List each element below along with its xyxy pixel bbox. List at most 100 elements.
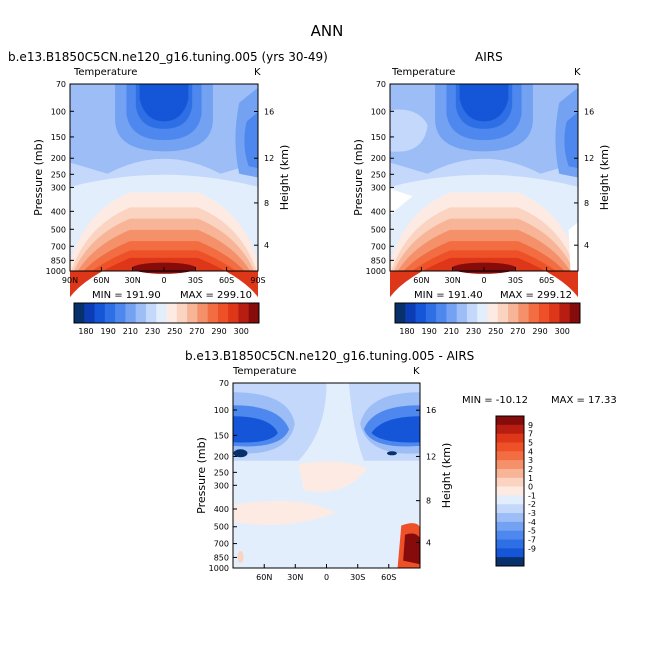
colorbar-3-label: 2	[528, 465, 533, 474]
colorbar-1-box	[166, 303, 178, 323]
missing-data-region	[390, 188, 413, 215]
colorbar-1-box	[217, 303, 229, 323]
pressure-tick-label: 250	[51, 170, 66, 179]
colorbar-3-label: 3	[528, 456, 533, 465]
colorbar-2-label: 210	[444, 327, 459, 336]
pressure-tick-label: 400	[214, 505, 229, 514]
colorbar-3-box	[496, 504, 524, 514]
pressure-tick-label: 300	[214, 481, 229, 490]
field-band	[244, 112, 258, 169]
height-tick-label: 8	[584, 199, 589, 208]
colorbar-3-box	[496, 477, 524, 488]
height-tick-label: 16	[584, 107, 594, 116]
colorbar-2-label: 190	[422, 327, 437, 336]
pressure-tick-label: 100	[214, 406, 229, 415]
colorbar-1-box	[135, 303, 147, 323]
panel-2-min: MIN = 191.40	[414, 290, 483, 301]
panel-2-variable: Temperature	[392, 67, 456, 78]
colorbar-2-label: 290	[532, 327, 547, 336]
missing-data-region	[568, 222, 578, 271]
colorbar-1-box	[84, 303, 96, 323]
panel-1-caption: b.e13.B1850C5CN.ne120_g16.tuning.005 (yr…	[8, 50, 328, 64]
colorbar-2-label: 270	[510, 327, 525, 336]
pressure-tick-label: 700	[214, 540, 229, 549]
pressure-tick-label: 1000	[209, 564, 229, 573]
panel-3-units: K	[413, 366, 420, 377]
field-band	[390, 250, 578, 294]
pressure-tick-label: 70	[376, 80, 386, 89]
colorbar-2-box	[508, 303, 519, 323]
colorbar-2-box	[477, 303, 488, 323]
panel-3-variable: Temperature	[233, 366, 297, 377]
colorbar-2-box	[425, 303, 437, 323]
pressure-tick-label: 70	[219, 379, 229, 388]
colorbar-1-box	[238, 303, 250, 323]
height-tick-label: 12	[584, 154, 594, 163]
field-band	[70, 257, 258, 298]
pressure-tick-label: 500	[371, 225, 386, 234]
colorbar-2-box	[395, 303, 406, 323]
colorbar-1-box	[94, 303, 106, 323]
colorbar-1-box	[187, 303, 198, 323]
colorbar-1-frame	[73, 302, 260, 324]
colorbar-3-box	[496, 424, 524, 435]
colorbar-1-label: 290	[211, 327, 226, 336]
panel-3-contour-field	[233, 383, 420, 568]
pressure-tick-label: 500	[214, 523, 229, 532]
colorbar-1-box	[248, 303, 260, 323]
figure-title: ANN	[310, 22, 344, 40]
field-band	[371, 416, 420, 443]
height-tick-label: 12	[264, 154, 274, 163]
colorbar-1-box	[125, 303, 137, 323]
pressure-tick-label: 150	[51, 133, 66, 142]
pressure-tick-label: 150	[214, 431, 229, 440]
panel-3-ylabel: Pressure (mb)	[195, 437, 208, 514]
colorbar-1-box	[156, 303, 167, 323]
colorbar-2-box	[497, 303, 509, 323]
panel-1-variable: Temperature	[74, 67, 138, 78]
colorbar-1-box	[176, 303, 188, 323]
panel-3-caption: b.e13.B1850C5CN.ne120_g16.tuning.005 - A…	[185, 349, 475, 363]
colorbar-3-box	[496, 451, 524, 461]
height-tick-label: 8	[426, 497, 431, 506]
latitude-tick-label: 90S	[250, 276, 265, 285]
field-band	[233, 416, 278, 443]
colorbar-1-label: 190	[101, 327, 116, 336]
latitude-tick-label: 30N	[287, 573, 303, 582]
height-tick-label: 16	[426, 406, 436, 415]
colorbar-1-box	[207, 303, 219, 323]
pressure-tick-label: 500	[51, 225, 66, 234]
latitude-tick-label: 30S	[188, 276, 203, 285]
colorbar-2-label: 230	[466, 327, 481, 336]
colorbar-2-frame	[394, 302, 581, 324]
latitude-tick-label: 90N	[62, 276, 78, 285]
pressure-tick-label: 1000	[46, 267, 66, 276]
colorbar-1-box	[74, 303, 85, 323]
colorbar-2-box	[569, 303, 581, 323]
panel-2-contour-field	[390, 84, 578, 298]
field-band	[233, 500, 336, 525]
colorbar-3-box	[496, 548, 524, 558]
colorbar-3-label: -9	[528, 544, 536, 553]
colorbar-3-label: -7	[528, 536, 536, 545]
colorbar-1-label: 180	[78, 327, 93, 336]
pressure-tick-label: 100	[51, 107, 66, 116]
panel-3-max: MAX = 17.33	[551, 395, 617, 406]
colorbar-2-box	[415, 303, 427, 323]
latitude-tick-label: 60S	[219, 276, 234, 285]
colorbar-2-box	[456, 303, 468, 323]
panel-2-units: K	[574, 67, 581, 78]
colorbar-3-label: -2	[528, 500, 536, 509]
colorbar-2-box	[538, 303, 550, 323]
field-band	[237, 550, 244, 563]
colorbar-3-box	[496, 513, 524, 523]
height-tick-label: 4	[264, 241, 269, 250]
pressure-tick-label: 850	[51, 256, 66, 265]
panel-2-max: MAX = 299.12	[500, 290, 573, 301]
panel-2-y2label: Height (km)	[598, 145, 611, 211]
pressure-tick-label: 700	[371, 242, 386, 251]
pressure-tick-label: 200	[214, 452, 229, 461]
colorbar-3-label: 9	[528, 421, 533, 430]
colorbar-2-box	[528, 303, 540, 323]
panel-3-y2label: Height (km)	[440, 443, 453, 509]
